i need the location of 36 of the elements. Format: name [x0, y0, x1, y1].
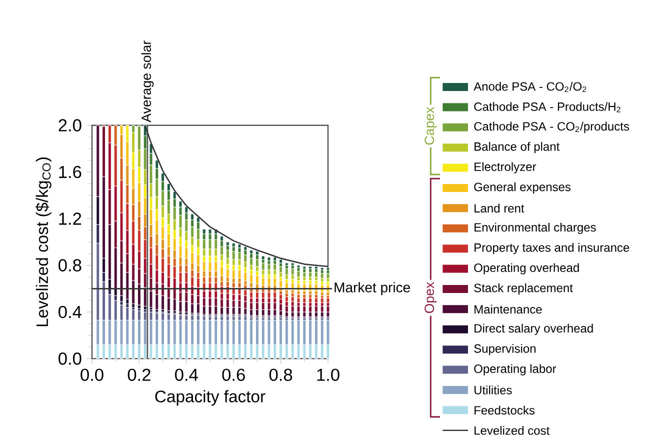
legend-label: Direct salary overhead [474, 324, 593, 335]
legend-label: Levelized cost [474, 426, 550, 435]
x-tick-label: 0.0 [80, 368, 104, 381]
x-tick-label: 0.2 [128, 368, 150, 381]
legend-label: General expenses [474, 182, 571, 194]
ref-line-label: Market price [334, 282, 410, 296]
legend-label: Stack replacement [474, 283, 573, 295]
legend-label: Land rent [474, 204, 524, 213]
legend-label: Utilities [474, 386, 512, 394]
legend-label: Environmental charges [474, 222, 596, 234]
legend-label: Supervision [474, 344, 536, 356]
y-tick-label: 1.2 [59, 212, 82, 225]
y-tick-label: 0.0 [58, 352, 82, 365]
y-tick-label: 0.4 [58, 306, 82, 318]
x-tick-label: 0.8 [269, 368, 292, 381]
x-tick-label: 0.4 [175, 368, 198, 381]
legend-label: Electrolyzer [474, 162, 536, 174]
legend-label: Anode PSA - CO$_{2}$/O$_{2}$ [474, 82, 586, 92]
legend-label: Operating labor [474, 364, 556, 376]
x-tick-label: 0.6 [222, 368, 245, 381]
y-axis-title: Levelized cost ($/kg$_{CO}$) [36, 158, 52, 326]
x-tick-label: 1.0 [317, 368, 340, 381]
legend-label: Cathode PSA - Products/H$_{2}$ [474, 102, 620, 112]
y-tick-label: 2.0 [58, 119, 82, 132]
legend-label: Maintenance [474, 304, 542, 314]
legend-label: Property taxes and insurance [474, 242, 630, 254]
text: Opex [424, 282, 437, 314]
y-tick-label: 0.8 [58, 259, 82, 272]
legend-label: Operating overhead [474, 263, 579, 274]
legend-label: Balance of plant [474, 142, 560, 154]
x-axis-title: Capacity factor [155, 390, 266, 406]
y-tick-label: 1.6 [59, 166, 82, 178]
text: Capex [424, 106, 437, 145]
legend-label: Cathode PSA - CO$_{2}$/products [474, 122, 630, 133]
ref-line-label: Average solar [141, 40, 154, 122]
legend-label: Feedstocks [474, 406, 535, 415]
